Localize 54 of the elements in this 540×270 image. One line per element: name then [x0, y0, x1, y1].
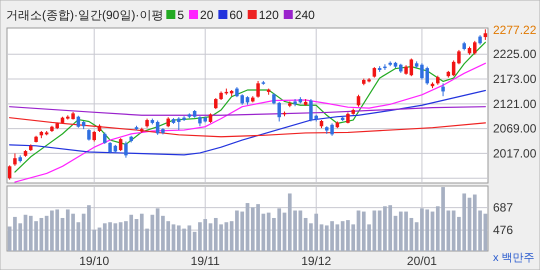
candlestick	[92, 130, 96, 142]
candlestick	[235, 86, 239, 98]
candlestick	[330, 122, 334, 136]
legend-label: 240	[294, 8, 316, 22]
candlestick	[166, 116, 170, 128]
candlestick	[87, 128, 91, 142]
candlestick	[13, 152, 17, 166]
candlestick	[118, 138, 122, 152]
y-tick-label: 476	[493, 223, 514, 238]
line-series	[14, 62, 486, 183]
candlestick	[484, 28, 488, 40]
candlestick	[145, 118, 149, 128]
candlestick	[473, 40, 477, 56]
y-tick-label: 2069.00	[493, 122, 537, 136]
legend-label: 5	[177, 8, 184, 22]
candlestick	[478, 34, 482, 46]
line-series	[9, 106, 486, 116]
y-tick-label: 687	[493, 200, 514, 215]
candlestick	[177, 116, 181, 131]
candlestick	[356, 94, 360, 108]
x-tick-label: 19/10	[79, 254, 110, 268]
candlestick	[272, 92, 276, 105]
candlestick	[76, 115, 80, 128]
line-series	[9, 117, 486, 138]
candlestick	[346, 112, 350, 124]
candlestick	[8, 164, 12, 180]
candlestick	[425, 66, 429, 86]
candlestick	[309, 98, 313, 122]
candlestick	[103, 132, 107, 144]
x-tick-label: 20/01	[406, 254, 438, 268]
y-tick-label: 2173.00	[493, 72, 537, 86]
candlestick	[240, 94, 244, 106]
candlestick	[372, 66, 376, 78]
candlestick	[399, 63, 403, 74]
candlestick	[277, 101, 281, 122]
candlestick	[436, 75, 440, 86]
x-tick-label: 19/11	[190, 254, 220, 268]
line-series	[14, 42, 486, 173]
x-tick-label: 19/12	[301, 254, 332, 268]
candlestick	[124, 141, 128, 158]
chart-title: 거래소(종합)·일간(90일)·이평	[6, 8, 164, 22]
line-series	[9, 90, 486, 156]
candlestick	[256, 80, 260, 98]
y-tick-label: 2121.00	[493, 96, 537, 111]
candlestick	[441, 82, 445, 97]
y-axis-title: x 백만주	[493, 252, 535, 264]
legend-label: 20	[200, 8, 214, 22]
text: 2277.22	[493, 23, 537, 37]
legend-label: 120	[258, 8, 280, 22]
y-tick-label: 2017.00	[493, 146, 537, 160]
candlestick	[214, 98, 218, 110]
y-tick-label: 2225.00	[493, 47, 537, 62]
legend-label: 60	[229, 8, 244, 22]
candlestick	[198, 116, 202, 127]
